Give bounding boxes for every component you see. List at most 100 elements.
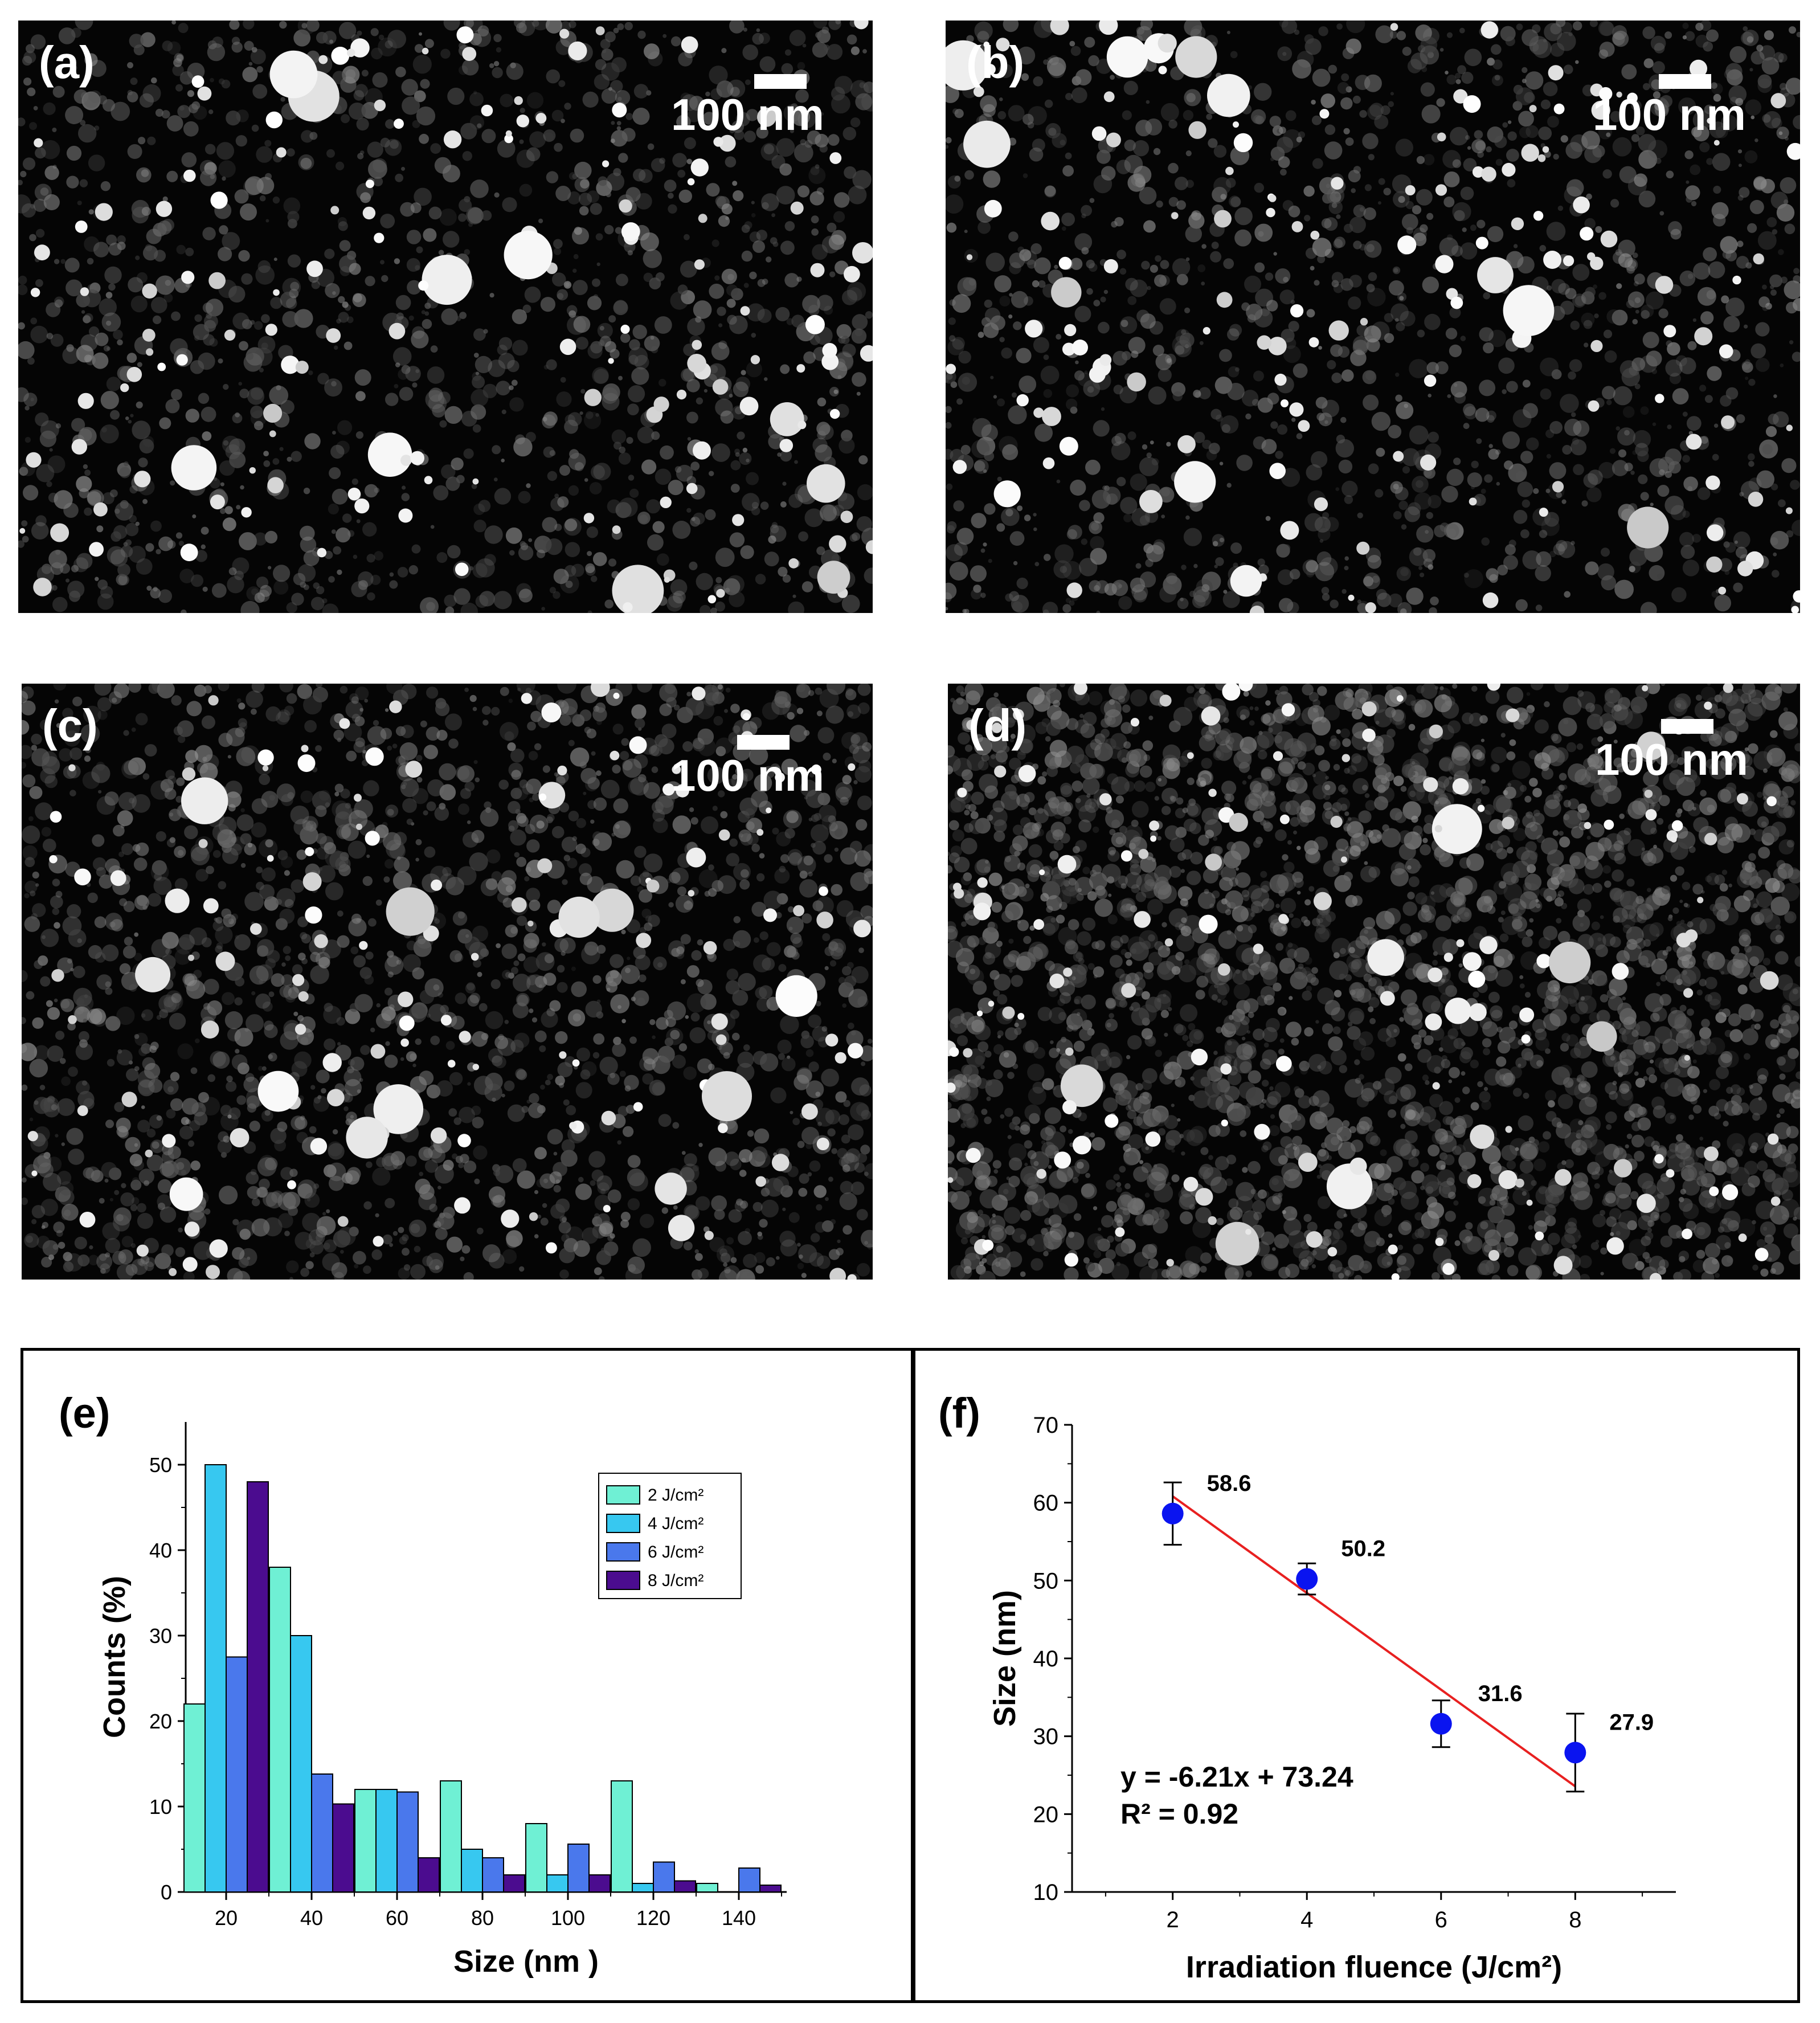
chart-e-bar (588, 1874, 611, 1893)
micrograph-b: (b) 100 nm (946, 21, 1800, 613)
chart-e-panel-label: (e) (59, 1389, 110, 1437)
chart-e-y-tick-label: 50 (149, 1453, 172, 1477)
chart-f-y-tick-label: 50 (1033, 1568, 1059, 1593)
chart-e-bar (567, 1844, 590, 1893)
scale-label-d: 100 nm (1595, 734, 1748, 784)
chart-e-legend-swatch (606, 1542, 640, 1562)
chart-f-point (1564, 1742, 1586, 1764)
chart-e-x-tick-label: 140 (722, 1906, 756, 1930)
chart-e-bar (482, 1857, 504, 1893)
nanoparticles (946, 21, 1800, 613)
chart-f-x-tick-label: 8 (1569, 1907, 1581, 1932)
chart-e-legend-swatch (606, 1571, 640, 1590)
chart-e-histogram: (e) 0 10 20 30 40 50 20 40 60 80 100 120 140 Size (nm … (59, 1389, 787, 1979)
micrograph-b-particles (946, 21, 1800, 613)
chart-e-bar (461, 1849, 483, 1893)
chart-f-fit-equation: y = -6.21x + 73.24 (1120, 1761, 1353, 1793)
chart-f-x-tick-label: 4 (1300, 1907, 1313, 1932)
chart-e-bar (632, 1883, 654, 1893)
chart-e-x-tick-label: 60 (386, 1906, 408, 1930)
chart-f-frame: (f) 10 20 30 40 50 60 70 2 4 6 8 Irradiation fluence… (913, 1348, 1800, 2003)
chart-e-legend-label: 6 J/cm² (648, 1543, 704, 1562)
chart-e-legend-label: 4 J/cm² (648, 1514, 704, 1533)
chart-f-x-tick-label: 2 (1167, 1907, 1179, 1932)
chart-e-legend-label: 8 J/cm² (648, 1571, 704, 1590)
scale-bar-d (1661, 719, 1713, 734)
chart-e-bar (396, 1791, 419, 1893)
chart-e-bar (311, 1773, 333, 1893)
chart-e-legend-label: 2 J/cm² (648, 1486, 704, 1505)
chart-f-point-label: 31.6 (1478, 1681, 1523, 1706)
chart-e-bar (503, 1874, 525, 1893)
micrograph-d: (d) 100 nm (948, 684, 1800, 1280)
scale-label-b: 100 nm (1593, 89, 1746, 140)
chart-f-y-tick-label: 20 (1033, 1802, 1059, 1827)
background-haze (948, 684, 1800, 1280)
chart-e-y-axis-label: Counts (%) (97, 1576, 132, 1738)
chart-e-x-tick-label: 100 (551, 1906, 585, 1930)
nanoparticles (948, 684, 1781, 1280)
chart-f-y-tick-label: 60 (1033, 1491, 1059, 1516)
chart-e-bar (375, 1789, 398, 1893)
chart-e-y-tick-label: 20 (149, 1710, 172, 1733)
micrograph-d-particles (948, 684, 1800, 1280)
chart-f-x-axis-label: Irradiation fluence (J/cm²) (1186, 1950, 1562, 1984)
chart-e-bar (696, 1883, 718, 1893)
nanoparticles (27, 684, 871, 1280)
scale-label-a: 100 nm (671, 89, 824, 140)
chart-e-legend-swatch (606, 1485, 640, 1505)
nanoparticles (19, 21, 873, 613)
micrograph-a: (a) 100 nm (18, 21, 873, 613)
chart-e-bar (269, 1567, 291, 1893)
chart-f-y-tick-label: 10 (1033, 1880, 1059, 1905)
chart-e-bar (226, 1656, 248, 1893)
chart-f-point (1161, 1502, 1184, 1525)
chart-e-legend-swatch (606, 1514, 640, 1533)
chart-e-legend: 2 J/cm² 4 J/cm² 6 J/cm² 8 J/cm² (598, 1473, 742, 1599)
background-haze (22, 684, 873, 1280)
chart-e-y-tick-label: 10 (149, 1795, 172, 1818)
chart-e-bar (290, 1635, 312, 1893)
chart-e-x-tick-label: 40 (300, 1906, 323, 1930)
chart-e-bar (332, 1803, 354, 1893)
micrograph-c-particles (22, 684, 873, 1280)
scale-bar-a (754, 74, 807, 89)
chart-e-x-tick-label: 120 (636, 1906, 670, 1930)
chart-f-y-tick-label: 30 (1033, 1724, 1059, 1750)
scale-bar-c (737, 735, 790, 750)
chart-e-bar (759, 1885, 782, 1893)
chart-f-panel-label: (f) (938, 1389, 980, 1437)
chart-f-y-tick-label: 40 (1033, 1646, 1059, 1671)
chart-e-bar (440, 1780, 462, 1893)
panel-label-c: (c) (42, 700, 98, 751)
chart-e-x-tick-label: 20 (215, 1906, 238, 1930)
chart-e-frame: (e) 0 10 20 30 40 50 20 40 60 80 100 120 140 Size (nm … (21, 1348, 914, 2003)
chart-e-bar (546, 1874, 569, 1893)
chart-f-fit-r2: R² = 0.92 (1120, 1798, 1238, 1830)
chart-f-y-axis-label: Size (nm) (988, 1590, 1022, 1727)
chart-f-point (1296, 1568, 1318, 1590)
chart-e-bar (354, 1789, 377, 1893)
chart-f-point-label: 27.9 (1609, 1710, 1654, 1735)
chart-e-y-tick-label: 0 (161, 1881, 172, 1904)
chart-e-bar (611, 1780, 633, 1893)
scale-bar-b (1659, 74, 1711, 89)
chart-f-point (1430, 1713, 1452, 1735)
micrograph-a-particles (18, 21, 873, 613)
chart-e-bar (653, 1861, 675, 1893)
chart-e-x-axis-label: Size (nm ) (453, 1944, 599, 1979)
scale-label-c: 100 nm (671, 750, 824, 800)
chart-f-point-label: 58.6 (1207, 1471, 1251, 1496)
micrograph-c: (c) 100 nm (22, 684, 873, 1280)
chart-e-bar (738, 1867, 760, 1893)
chart-e-bar (183, 1703, 206, 1893)
chart-e-x-tick-label: 80 (471, 1906, 494, 1930)
panel-label-b: (b) (966, 37, 1025, 88)
chart-f-point-label: 50.2 (1341, 1536, 1385, 1562)
chart-f-y-tick-label: 70 (1033, 1413, 1059, 1438)
panel-label-d: (d) (968, 700, 1027, 751)
chart-e-bar (247, 1481, 269, 1893)
chart-f-x-tick-label: 6 (1435, 1907, 1447, 1932)
panel-label-a: (a) (39, 37, 95, 88)
chart-f-scatter: (f) 10 20 30 40 50 60 70 2 4 6 8 Irradiation fluence… (938, 1389, 1676, 1984)
